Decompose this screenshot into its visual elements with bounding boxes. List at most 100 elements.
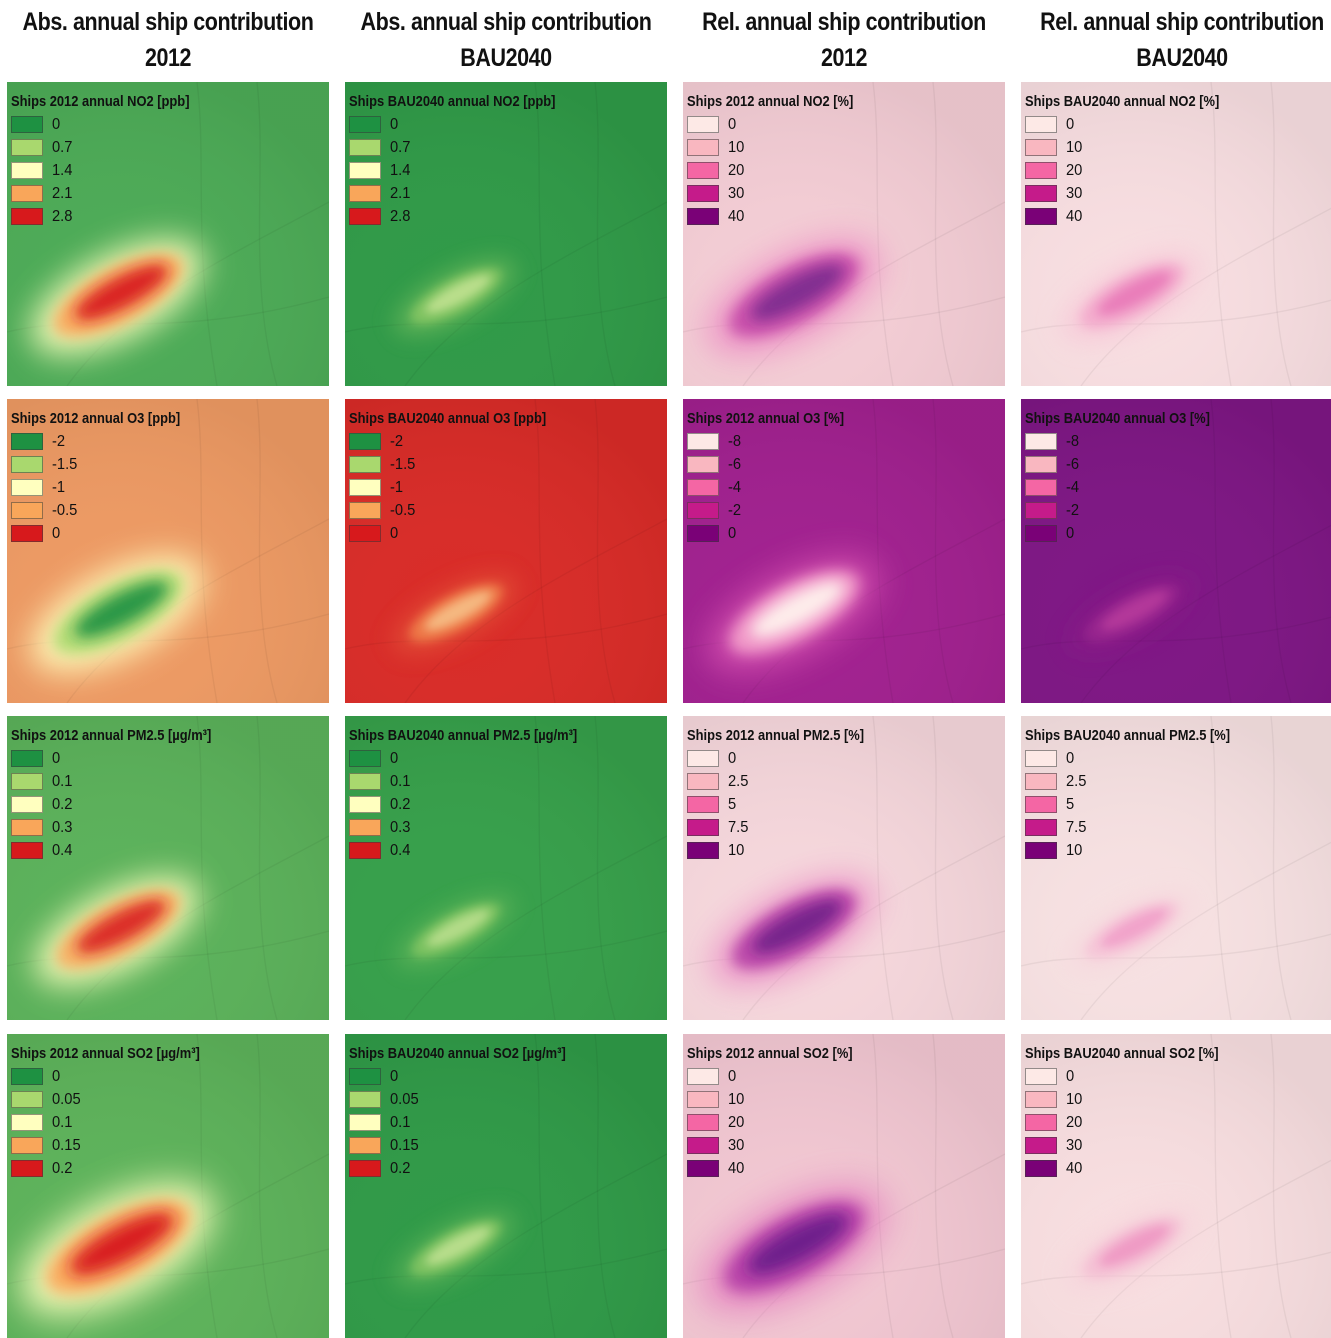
legend-entry: 10 xyxy=(1025,839,1263,862)
map-panel: Ships 2012 annual SO2 [%] 0 10 20 30 40 xyxy=(683,1034,1005,1338)
map-panel: Ships BAU2040 annual PM2.5 [%] 0 2.5 5 7.5 10 xyxy=(1021,716,1331,1020)
legend-title: Ships 2012 annual SO2 [µg/m³] xyxy=(11,1045,200,1062)
legend-entry: 40 xyxy=(687,205,880,228)
legend-entry: 40 xyxy=(687,1157,880,1180)
map-legend: Ships 2012 annual SO2 [µg/m³] 0 0.05 0.1 0.1… xyxy=(11,1044,231,1180)
legend-entry: 10 xyxy=(1025,1088,1250,1111)
legend-title: Ships 2012 annual O3 [%] xyxy=(687,410,845,427)
map-legend: Ships 2012 annual SO2 [%] 0 10 20 30 40 xyxy=(687,1044,880,1180)
legend-label: 0 xyxy=(728,524,737,542)
map-raster xyxy=(683,82,1005,386)
legend-entry: 7.5 xyxy=(1025,816,1263,839)
legend-entry: 10 xyxy=(1025,136,1251,159)
legend-title: Ships BAU2040 annual SO2 [µg/m³] xyxy=(349,1045,566,1062)
legend-entry: 0 xyxy=(1025,522,1240,545)
legend-label: 0 xyxy=(728,115,737,133)
column-title: Rel. annual ship contribution BAU2040 xyxy=(1009,4,1331,76)
legend-label: 0.05 xyxy=(390,1090,419,1108)
map-raster xyxy=(345,1034,667,1338)
legend-entry: 0 xyxy=(687,113,880,136)
legend-swatch xyxy=(1025,819,1057,836)
legend-entry: 0.2 xyxy=(11,1157,231,1180)
legend-entry: 10 xyxy=(687,839,893,862)
legend-entry: -8 xyxy=(687,430,870,453)
legend-label: 7.5 xyxy=(1066,818,1087,836)
legend-label: 0.1 xyxy=(390,1113,411,1131)
legend-swatch xyxy=(349,456,381,473)
legend-swatch xyxy=(687,1160,719,1177)
legend-swatch xyxy=(349,502,381,519)
legend-label: 40 xyxy=(728,207,745,225)
column-title-line1: Abs. annual ship contribution xyxy=(22,8,314,36)
legend-label: 0 xyxy=(1066,524,1075,542)
legend-entry: -1.5 xyxy=(349,453,578,476)
legend-entry: 0 xyxy=(11,747,244,770)
legend-swatch xyxy=(687,1068,719,1085)
legend-entry: 20 xyxy=(1025,1111,1250,1134)
legend-swatch xyxy=(1025,116,1057,133)
legend-entry: 40 xyxy=(1025,1157,1250,1180)
legend-swatch xyxy=(1025,433,1057,450)
legend-entry: -1 xyxy=(349,476,578,499)
legend-title: Ships 2012 annual NO2 [ppb] xyxy=(11,93,190,110)
legend-label: 2.1 xyxy=(390,184,411,202)
legend-label: 5 xyxy=(1066,795,1075,813)
map-raster xyxy=(7,1034,329,1338)
legend-entry: -2 xyxy=(687,499,870,522)
legend-swatch xyxy=(1025,1068,1057,1085)
legend-swatch xyxy=(687,750,719,767)
map-legend: Ships BAU2040 annual SO2 [µg/m³] 0 0.05 0.1… xyxy=(349,1044,601,1180)
legend-swatch xyxy=(349,185,381,202)
legend-label: 0.4 xyxy=(390,841,411,859)
legend-title: Ships BAU2040 annual PM2.5 [%] xyxy=(1025,727,1231,744)
column-title-line1: Rel. annual ship contribution xyxy=(702,8,986,36)
legend-label: 0.1 xyxy=(390,772,411,790)
column-title-line2: 2012 xyxy=(144,44,192,72)
legend-swatch xyxy=(11,773,43,790)
legend-label: 1.4 xyxy=(52,161,73,179)
legend-title: Ships BAU2040 annual SO2 [%] xyxy=(1025,1045,1219,1062)
legend-swatch xyxy=(1025,162,1057,179)
map-panel: Ships BAU2040 annual NO2 [ppb] 0 0.7 1.4 2.1… xyxy=(345,82,667,386)
column-title-line2: BAU2040 xyxy=(1136,44,1228,72)
map-legend: Ships BAU2040 annual NO2 [%] 0 10 20 30 40 xyxy=(1025,92,1251,228)
legend-label: 40 xyxy=(1066,207,1083,225)
legend-swatch xyxy=(349,773,381,790)
legend-label: -2 xyxy=(52,432,66,450)
legend-swatch xyxy=(1025,1137,1057,1154)
legend-label: 0 xyxy=(390,524,399,542)
legend-label: -1.5 xyxy=(390,455,416,473)
legend-label: 0.3 xyxy=(390,818,411,836)
map-raster xyxy=(1021,399,1331,703)
legend-entry: 0 xyxy=(349,1065,601,1088)
map-legend: Ships BAU2040 annual O3 [%] -8 -6 -4 -2 0 xyxy=(1025,409,1240,545)
legend-entry: 5 xyxy=(687,793,893,816)
legend-entry: 2.8 xyxy=(349,205,589,228)
legend-entry: 20 xyxy=(687,159,880,182)
legend-swatch xyxy=(1025,1114,1057,1131)
legend-label: -4 xyxy=(728,478,742,496)
legend-swatch xyxy=(349,116,381,133)
legend-swatch xyxy=(687,208,719,225)
legend-swatch xyxy=(687,525,719,542)
legend-swatch xyxy=(349,1068,381,1085)
legend-label: 0.1 xyxy=(52,772,73,790)
legend-entry: -2 xyxy=(349,430,578,453)
legend-label: 0 xyxy=(52,749,61,767)
legend-entry: 0.7 xyxy=(11,136,219,159)
legend-entry: 0.7 xyxy=(349,136,589,159)
legend-label: 10 xyxy=(728,1090,745,1108)
legend-title: Ships 2012 annual NO2 [%] xyxy=(687,93,854,110)
legend-swatch xyxy=(687,185,719,202)
legend-label: -6 xyxy=(1066,455,1080,473)
legend-entry: 0 xyxy=(687,522,870,545)
legend-swatch xyxy=(349,819,381,836)
legend-swatch xyxy=(687,819,719,836)
legend-label: -0.5 xyxy=(52,501,78,519)
legend-label: 2.5 xyxy=(1066,772,1087,790)
legend-label: 7.5 xyxy=(728,818,749,836)
legend-label: 0.2 xyxy=(52,1159,73,1177)
legend-entry: 10 xyxy=(687,136,880,159)
legend-swatch xyxy=(1025,796,1057,813)
legend-entry: 0.1 xyxy=(11,1111,231,1134)
